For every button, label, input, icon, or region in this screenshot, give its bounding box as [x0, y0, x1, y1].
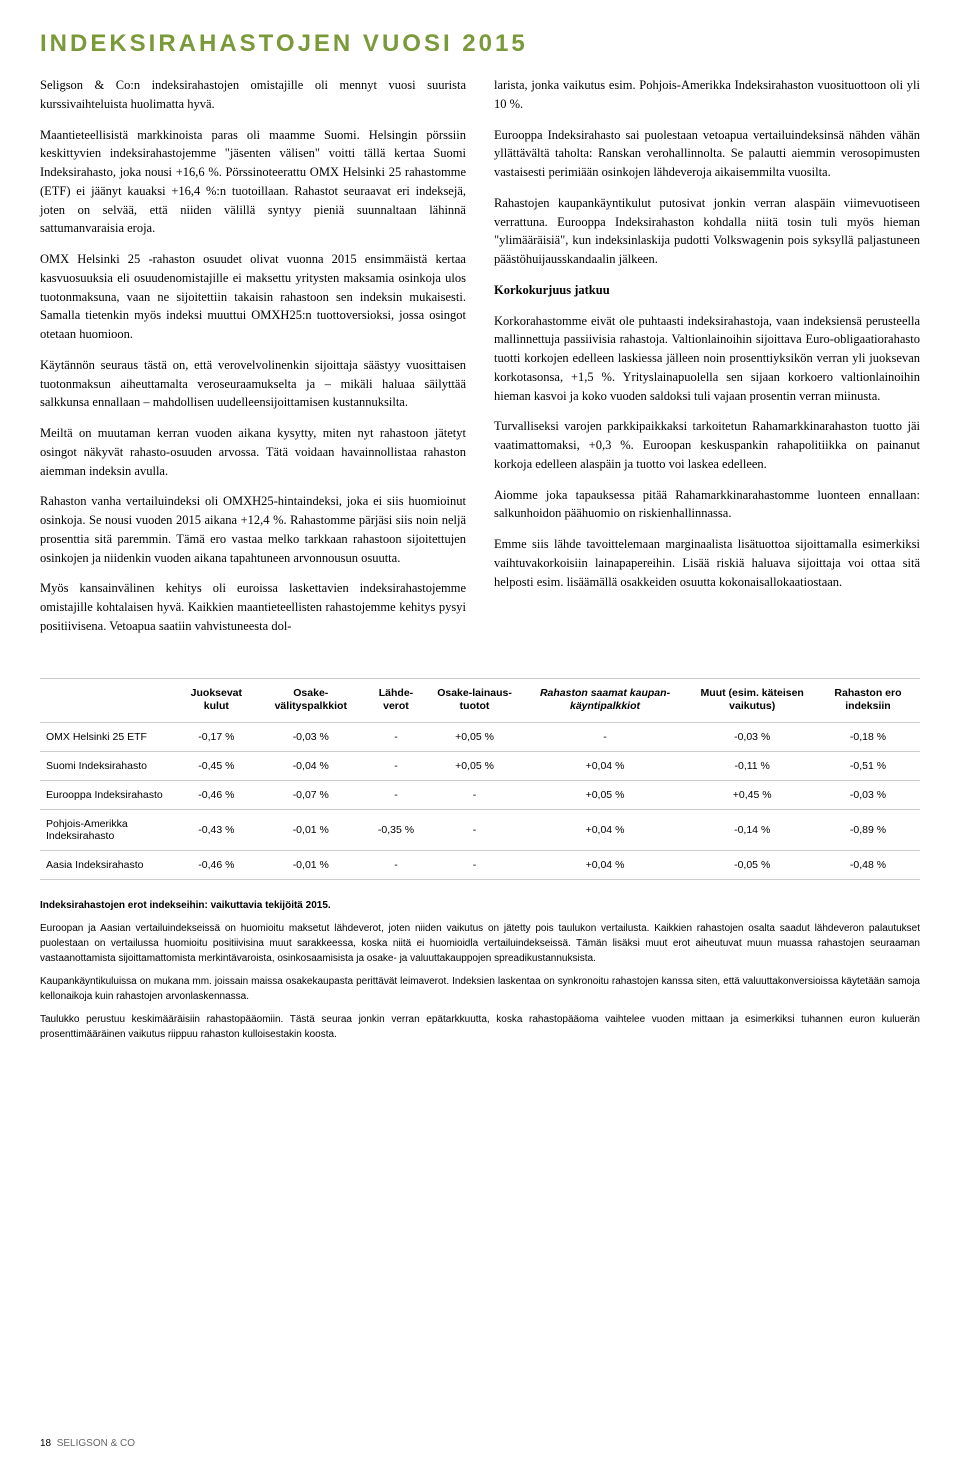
table-cell: - [364, 780, 427, 809]
paragraph: Seligson & Co:n indeksirahastojen omista… [40, 76, 466, 114]
table-cell: -0,01 % [257, 809, 364, 850]
table-cell: -0,11 % [688, 751, 815, 780]
left-column: Seligson & Co:n indeksirahastojen omista… [40, 76, 466, 648]
table-row: Suomi Indeksirahasto-0,45 %-0,04 %-+0,05… [40, 751, 920, 780]
paragraph: Maantieteellisistä markkinoista paras ol… [40, 126, 466, 239]
footnote-heading: Indeksirahastojen erot indekseihin: vaik… [40, 900, 331, 911]
table-cell: -0,48 % [816, 850, 920, 879]
table-cell: -0,45 % [176, 751, 258, 780]
table-body: OMX Helsinki 25 ETF-0,17 %-0,03 %-+0,05 … [40, 722, 920, 879]
col-header: Muut (esim. käteisen vaikutus) [688, 678, 815, 722]
table-row: Aasia Indeksirahasto-0,46 %-0,01 %--+0,0… [40, 850, 920, 879]
col-header: Osake-välityspalkkiot [257, 678, 364, 722]
table-cell: +0,45 % [688, 780, 815, 809]
table-cell: -0,03 % [257, 722, 364, 751]
table-cell: -0,03 % [816, 780, 920, 809]
paragraph: larista, jonka vaikutus esim. Pohjois-Am… [494, 76, 920, 114]
page-title: INDEKSIRAHASTOJEN VUOSI 2015 [40, 30, 920, 58]
paragraph: Aiomme joka tapauksessa pitää Rahamarkki… [494, 486, 920, 524]
table-cell: +0,04 % [522, 809, 689, 850]
paragraph: Rahaston vanha vertailuindeksi oli OMXH2… [40, 492, 466, 567]
paragraph: Eurooppa Indeksirahasto sai puolestaan v… [494, 126, 920, 182]
table-cell: -0,51 % [816, 751, 920, 780]
col-header: Lähde-verot [364, 678, 427, 722]
table-cell: -0,03 % [688, 722, 815, 751]
table-cell: - [428, 809, 522, 850]
table-row: Eurooppa Indeksirahasto-0,46 %-0,07 %--+… [40, 780, 920, 809]
table-cell: OMX Helsinki 25 ETF [40, 722, 176, 751]
table-row: Pohjois-Amerikka Indeksirahasto-0,43 %-0… [40, 809, 920, 850]
footnotes: Indeksirahastojen erot indekseihin: vaik… [40, 898, 920, 1042]
table-cell: Pohjois-Amerikka Indeksirahasto [40, 809, 176, 850]
table-cell: -0,43 % [176, 809, 258, 850]
table-cell: Eurooppa Indeksirahasto [40, 780, 176, 809]
table-cell: -0,89 % [816, 809, 920, 850]
table-cell: - [522, 722, 689, 751]
index-funds-table: Juoksevat kulut Osake-välityspalkkiot Lä… [40, 678, 920, 880]
col-header: Rahaston saamat kaupan-käyntipalkkiot [522, 678, 689, 722]
footnote-paragraph: Taulukko perustuu keskimääräisiin rahast… [40, 1012, 920, 1042]
table-cell: +0,05 % [428, 722, 522, 751]
footnote-paragraph: Kaupankäyntikuluissa on mukana mm. joiss… [40, 974, 920, 1004]
table-cell: - [428, 850, 522, 879]
data-table-wrap: Juoksevat kulut Osake-välityspalkkiot Lä… [40, 678, 920, 880]
paragraph: Emme siis lähde tavoittelemaan marginaal… [494, 535, 920, 591]
subheading: Korkokurjuus jatkuu [494, 281, 920, 300]
table-cell: - [364, 722, 427, 751]
table-cell: -0,14 % [688, 809, 815, 850]
body-columns: Seligson & Co:n indeksirahastojen omista… [40, 76, 920, 648]
table-cell: -0,01 % [257, 850, 364, 879]
table-cell: Suomi Indeksirahasto [40, 751, 176, 780]
paragraph: Käytännön seuraus tästä on, että verovel… [40, 356, 466, 412]
table-cell: -0,17 % [176, 722, 258, 751]
table-cell: -0,46 % [176, 850, 258, 879]
brand-name: SELIGSON & CO [57, 1438, 135, 1449]
paragraph: Myös kansainvälinen kehitys oli euroissa… [40, 579, 466, 635]
table-cell: -0,46 % [176, 780, 258, 809]
right-column: larista, jonka vaikutus esim. Pohjois-Am… [494, 76, 920, 648]
col-header: Juoksevat kulut [176, 678, 258, 722]
paragraph: Meiltä on muutaman kerran vuoden aikana … [40, 424, 466, 480]
table-cell: - [364, 850, 427, 879]
paragraph: Rahastojen kaupankäyntikulut putosivat j… [494, 194, 920, 269]
table-cell: -0,05 % [688, 850, 815, 879]
page-footer: 18 SELIGSON & CO [40, 1438, 135, 1449]
table-cell: +0,05 % [522, 780, 689, 809]
table-cell: -0,35 % [364, 809, 427, 850]
table-cell: Aasia Indeksirahasto [40, 850, 176, 879]
table-row: OMX Helsinki 25 ETF-0,17 %-0,03 %-+0,05 … [40, 722, 920, 751]
col-header: Osake-lainaus-tuotot [428, 678, 522, 722]
table-cell: -0,18 % [816, 722, 920, 751]
paragraph: OMX Helsinki 25 -rahaston osuudet olivat… [40, 250, 466, 344]
paragraph: Korkorahastomme eivät ole puhtaasti inde… [494, 312, 920, 406]
table-cell: -0,04 % [257, 751, 364, 780]
paragraph: Turvalliseksi varojen parkkipaikkaksi ta… [494, 417, 920, 473]
col-header [40, 678, 176, 722]
footnote-paragraph: Euroopan ja Aasian vertailuindekseissä o… [40, 921, 920, 966]
col-header: Rahaston ero indeksiin [816, 678, 920, 722]
table-cell: - [364, 751, 427, 780]
table-cell: +0,04 % [522, 850, 689, 879]
table-cell: +0,04 % [522, 751, 689, 780]
table-cell: - [428, 780, 522, 809]
table-cell: +0,05 % [428, 751, 522, 780]
page-number: 18 [40, 1438, 51, 1449]
table-cell: -0,07 % [257, 780, 364, 809]
table-header-row: Juoksevat kulut Osake-välityspalkkiot Lä… [40, 678, 920, 722]
